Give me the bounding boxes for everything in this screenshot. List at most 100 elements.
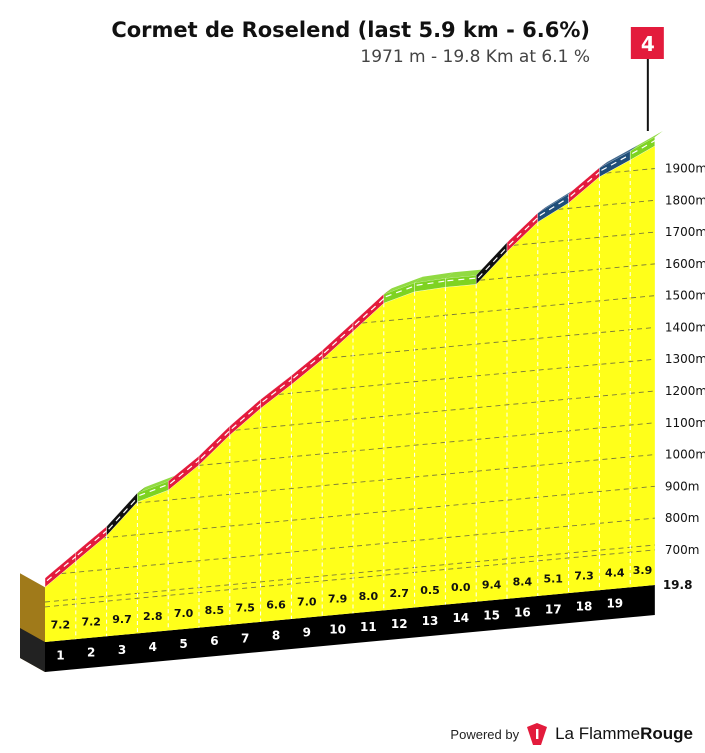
- elevation-gridline: [558, 199, 655, 210]
- segment-gradient-label: 3.9: [633, 564, 653, 577]
- profile-base-band: [45, 585, 655, 672]
- gradient-segment-top: [414, 272, 454, 283]
- road-centerline: [231, 401, 263, 430]
- km-tick-label: 3: [118, 643, 126, 657]
- segment-gradient-label: 2.7: [389, 587, 409, 600]
- km-tick-label: 7: [241, 631, 249, 645]
- km-tick-label: 12: [391, 617, 408, 631]
- y-axis-tick-label: 1600m: [665, 257, 705, 271]
- segment-gradient-label: 6.6: [266, 598, 286, 611]
- y-axis-tick-label: 1800m: [665, 193, 705, 207]
- road-centerline: [477, 244, 510, 279]
- km-tick-label: 13: [422, 614, 439, 628]
- brand-name: La FlammeRouge: [555, 724, 693, 743]
- y-axis-tick-label: 1900m: [665, 162, 705, 176]
- chart-title: Cormet de Roselend (last 5.9 km - 6.6%): [111, 18, 590, 42]
- profile-base-band-side: [20, 628, 45, 672]
- gradient-segment-top: [537, 187, 577, 214]
- gradient-segment-top: [229, 393, 269, 427]
- km-tick-label: 4: [149, 640, 157, 654]
- y-axis-tick-label: 1000m: [665, 448, 705, 462]
- road-centerline: [46, 554, 79, 582]
- segment-gradient-label: 8.4: [513, 575, 533, 588]
- la-flamme-rouge-logo-icon: [527, 723, 548, 745]
- y-axis-tick-label: 1500m: [665, 289, 705, 303]
- gradient-segment-top: [383, 276, 423, 295]
- y-axis-tick-label: 1700m: [665, 225, 705, 239]
- gradient-segment-top: [630, 130, 663, 152]
- gradient-segment-top: [106, 486, 146, 527]
- road-centerline: [200, 428, 233, 459]
- road-centerline: [354, 296, 387, 326]
- y-axis-tick-label: 1200m: [665, 384, 705, 398]
- elevation-gridline: [61, 517, 655, 575]
- gradient-segment-top: [599, 145, 639, 168]
- gradient-segment-top: [260, 369, 300, 400]
- elevation-gridline: [103, 485, 655, 539]
- elevation-gridline: [480, 263, 655, 281]
- road-centerline: [570, 169, 602, 197]
- segment-gradient-label: 2.8: [143, 610, 163, 623]
- km-tick-label: 6: [210, 634, 218, 648]
- segment-gradient-label: 7.0: [297, 596, 317, 609]
- segment-gradient-label: 5.1: [543, 573, 563, 586]
- km-tick-label: 5: [179, 637, 187, 651]
- gradient-segment-top: [476, 236, 515, 276]
- gradient-segment-top: [445, 269, 485, 279]
- segment-gradient-label: 8.0: [359, 590, 379, 603]
- km-tick-label: 14: [452, 611, 469, 625]
- km-tick-label: 16: [514, 605, 531, 619]
- segment-gradient-label: 0.0: [451, 581, 471, 594]
- road-centerline: [169, 458, 202, 485]
- powered-by-text: Powered by: [450, 726, 520, 742]
- segment-gradient-label: 8.5: [205, 604, 225, 617]
- gradient-segment-top: [75, 520, 115, 553]
- segment-gradient-label: 0.5: [420, 584, 440, 597]
- road-centerline: [416, 280, 448, 286]
- y-axis-tick-label: 800m: [665, 511, 700, 525]
- y-axis-tick-label: 1300m: [665, 352, 705, 366]
- km-tick-label: 19: [606, 597, 623, 611]
- elevation-gridline: [513, 231, 655, 246]
- y-axis-tick-label: 700m: [665, 543, 700, 557]
- road-centerline: [631, 138, 658, 155]
- chart-subtitle: 1971 m - 19.8 Km at 6.1 %: [360, 47, 590, 67]
- km-tick-label: 18: [576, 600, 593, 614]
- road-centerline: [601, 153, 633, 171]
- gradient-segment-top: [168, 450, 207, 482]
- elevation-gridline: [606, 168, 655, 174]
- km-tick-label: 8: [272, 628, 280, 642]
- segment-gradient-label: 7.0: [174, 607, 194, 620]
- segment-gradient-label: 7.2: [81, 616, 101, 629]
- gradient-segment-top: [291, 344, 331, 376]
- road-centerline: [323, 324, 356, 354]
- km-tick-label: 17: [545, 603, 562, 617]
- road-centerline: [385, 284, 417, 298]
- y-axis-tick-label: 1100m: [665, 416, 705, 430]
- category-badge-label: 4: [641, 32, 655, 56]
- category-badge: [630, 27, 664, 59]
- segment-gradient-label: 4.4: [605, 567, 625, 580]
- elevation-gridline: [198, 422, 655, 466]
- road-centerline: [508, 215, 541, 246]
- gradient-segment-top: [137, 475, 177, 493]
- elevation-gridline: [235, 390, 655, 431]
- road-centerline: [139, 483, 171, 497]
- km-tick-label: 9: [303, 626, 311, 640]
- segment-gradient-label: 9.7: [112, 613, 132, 626]
- footer: Powered by La FlammeRouge: [450, 723, 693, 745]
- elevation-gridline: [323, 326, 655, 359]
- y-axis-tick-label: 900m: [665, 479, 700, 493]
- segment-gradient-label: 7.5: [235, 601, 255, 614]
- elevation-gridline: [44, 549, 655, 608]
- road-centerline: [293, 352, 325, 379]
- gradient-segment-top: [45, 546, 84, 579]
- road-centerline: [447, 277, 479, 282]
- segment-gradient-label: 9.4: [482, 578, 502, 591]
- elevation-gridline: [44, 544, 655, 603]
- y-axis-tick-label: 1400m: [665, 320, 705, 334]
- profile-front-face: [45, 145, 655, 642]
- gradient-segment-top: [507, 207, 546, 243]
- elevation-gridline: [362, 295, 655, 324]
- km-tick-label: 10: [329, 623, 346, 637]
